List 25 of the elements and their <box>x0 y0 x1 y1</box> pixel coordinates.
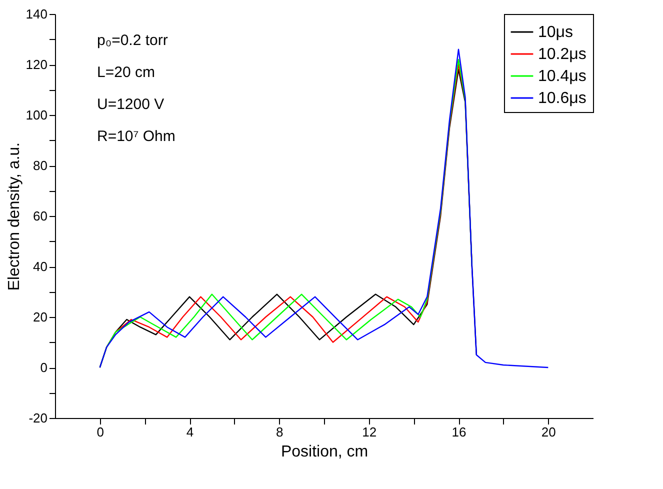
y-tick-label: 40 <box>33 259 48 274</box>
y-tick-label: 60 <box>33 208 48 224</box>
x-tick-label: 20 <box>541 424 556 440</box>
annotation: p₀=0.2 torr <box>97 32 168 49</box>
annotation: U=1200 V <box>97 96 164 113</box>
y-tick-label: 140 <box>26 6 48 22</box>
legend-label: 10μs <box>538 24 574 41</box>
y-tick-label: 100 <box>26 108 48 122</box>
y-tick-label: 20 <box>33 310 48 324</box>
annotation: L=20 cm <box>97 64 155 81</box>
x-tick-label: 0 <box>96 424 104 440</box>
annotation: R=10⁷ Ohm <box>97 128 176 145</box>
x-tick-label: 4 <box>186 424 194 440</box>
x-axis-title: Position, cm <box>280 444 368 460</box>
y-tick-label: 80 <box>33 158 48 173</box>
legend-label: 10.4μs <box>538 68 586 85</box>
y-axis-title: Electron density, a.u. <box>6 142 23 291</box>
y-tick-label: 0 <box>40 360 48 375</box>
y-tick-label: 120 <box>26 57 48 72</box>
legend-label: 10.6μs <box>538 90 586 107</box>
x-tick-label: 8 <box>276 424 284 440</box>
legend-label: 10.2μs <box>538 46 586 63</box>
x-tick-label: 16 <box>452 424 466 440</box>
y-tick-label: -20 <box>28 410 48 426</box>
x-tick-label: 12 <box>362 424 377 440</box>
